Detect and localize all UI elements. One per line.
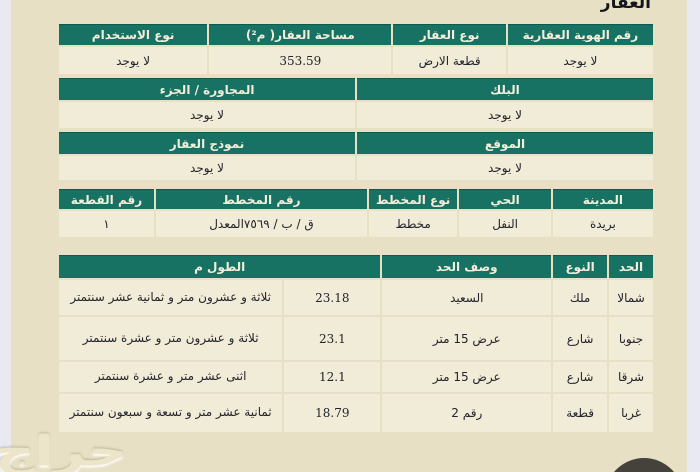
cell-desc: عرض 15 متر [382, 362, 552, 392]
boundary-row-west: غربا قطعة رقم 2 18.79 ثمانية عشر متر و ت… [59, 394, 653, 432]
header-cell-adjacent-part: المجاورة / الجزء [59, 78, 355, 100]
cell-type: شارع [553, 362, 608, 392]
value-cell-plan-number: ق / ب / ٧٥٦٩المعدل [155, 211, 367, 237]
value-cell-plan-type: مخطط [368, 211, 458, 237]
haraj-logo-circle-icon [605, 458, 683, 472]
boundary-row-north: شمالا ملك السعيد 23.18 ثلاثة و عشرون متر… [59, 280, 653, 315]
plan-table: المدينة الحي نوع المخطط رقم المخطط رقم ا… [57, 187, 655, 239]
cell-side: غربا [609, 394, 653, 432]
boundaries-table: الحد النوع وصف الحد الطول م شمالا ملك ال… [57, 253, 655, 434]
value-cell-city: بريدة [552, 211, 653, 237]
value-cell-usage-type: لا يوجد [59, 47, 208, 74]
block-table: البلك المجاورة / الجزء لا يوجد لا يوجد [57, 76, 655, 130]
cell-length: 23.1 [284, 317, 381, 360]
cell-type: قطعة [553, 394, 608, 432]
cell-length: 12.1 [284, 362, 381, 392]
cell-desc: رقم 2 [382, 394, 552, 432]
cell-desc: السعيد [382, 280, 552, 315]
boundary-row-south: جنوبا شارع عرض 15 متر 23.1 ثلاثة و عشرون… [59, 317, 653, 360]
cell-side: شمالا [609, 280, 653, 315]
header-cell-plan-type: نوع المخطط [368, 189, 458, 209]
header-cell-property-model: نموذج العقار [59, 132, 355, 154]
block-header-row: البلك المجاورة / الجزء [59, 78, 653, 100]
cell-side: جنوبا [609, 317, 653, 360]
cell-desc: عرض 15 متر [382, 317, 552, 360]
value-cell-adjacent-part: لا يوجد [59, 102, 355, 128]
header-cell-boundary: الحد [609, 255, 653, 278]
value-cell-property-type: قطعة الارض [393, 47, 506, 74]
value-cell-parcel-number: ١ [59, 211, 154, 237]
cell-side: شرقا [609, 362, 653, 392]
block-values-row: لا يوجد لا يوجد [59, 102, 653, 128]
property-header-row: رقم الهوية العقارية نوع العقار مساحة الع… [59, 24, 653, 45]
header-cell-property-id: رقم الهوية العقارية [507, 24, 653, 45]
boundary-row-east: شرقا شارع عرض 15 متر 12.1 اثنى عشر متر و… [59, 362, 653, 392]
cell-length-text: اثنى عشر متر و عشرة سنتمتر [59, 362, 283, 392]
document-content: رقم الهوية العقارية نوع العقار مساحة الع… [57, 22, 655, 434]
location-values-row: لا يوجد لا يوجد [59, 156, 653, 180]
location-header-row: الموقع نموذج العقار [59, 132, 653, 154]
header-cell-district: الحي [459, 189, 551, 209]
cell-length-text: ثمانية عشر متر و تسعة و سبعون سنتمتر [59, 394, 283, 432]
plan-values-row: بريدة النفل مخطط ق / ب / ٧٥٦٩المعدل ١ [59, 211, 653, 237]
value-cell-block: لا يوجد [357, 102, 653, 128]
cell-length: 23.18 [284, 280, 381, 315]
property-values-row: لا يوجد قطعة الارض 353.59 لا يوجد [59, 47, 653, 74]
boundaries-header-row: الحد النوع وصف الحد الطول م [59, 255, 653, 278]
value-cell-property-id: لا يوجد [507, 47, 653, 74]
header-cell-block: البلك [357, 78, 653, 100]
header-cell-plan-number: رقم المخطط [155, 189, 367, 209]
property-info-table: رقم الهوية العقارية نوع العقار مساحة الع… [57, 22, 655, 76]
header-cell-property-area: مساحة العقار( م²) [209, 24, 392, 45]
header-cell-boundary-desc: وصف الحد [382, 255, 552, 278]
value-cell-district: النفل [459, 211, 551, 237]
haraj-watermark-text: حراج [0, 427, 128, 472]
value-cell-location: لا يوجد [357, 156, 653, 180]
cell-length: 18.79 [284, 394, 381, 432]
cell-length-text: ثلاثة و عشرون متر و عشرة سنتمتر [59, 317, 283, 360]
section-gap [57, 239, 655, 253]
value-cell-property-model: لا يوجد [59, 156, 355, 180]
header-cell-usage-type: نوع الاستخدام [59, 24, 208, 45]
page-title: العقار [600, 0, 651, 13]
header-cell-boundary-type: النوع [553, 255, 608, 278]
header-cell-length-m: الطول م [59, 255, 381, 278]
value-cell-property-area: 353.59 [209, 47, 392, 74]
header-cell-location: الموقع [357, 132, 653, 154]
header-cell-parcel-number: رقم القطعة [59, 189, 154, 209]
cell-type: ملك [553, 280, 608, 315]
cell-length-text: ثلاثة و عشرون متر و ثمانية عشر سنتمتر [59, 280, 283, 315]
header-cell-property-type: نوع العقار [393, 24, 506, 45]
location-table: الموقع نموذج العقار لا يوجد لا يوجد [57, 130, 655, 182]
cell-type: شارع [553, 317, 608, 360]
plan-header-row: المدينة الحي نوع المخطط رقم المخطط رقم ا… [59, 189, 653, 209]
header-cell-city: المدينة [552, 189, 653, 209]
